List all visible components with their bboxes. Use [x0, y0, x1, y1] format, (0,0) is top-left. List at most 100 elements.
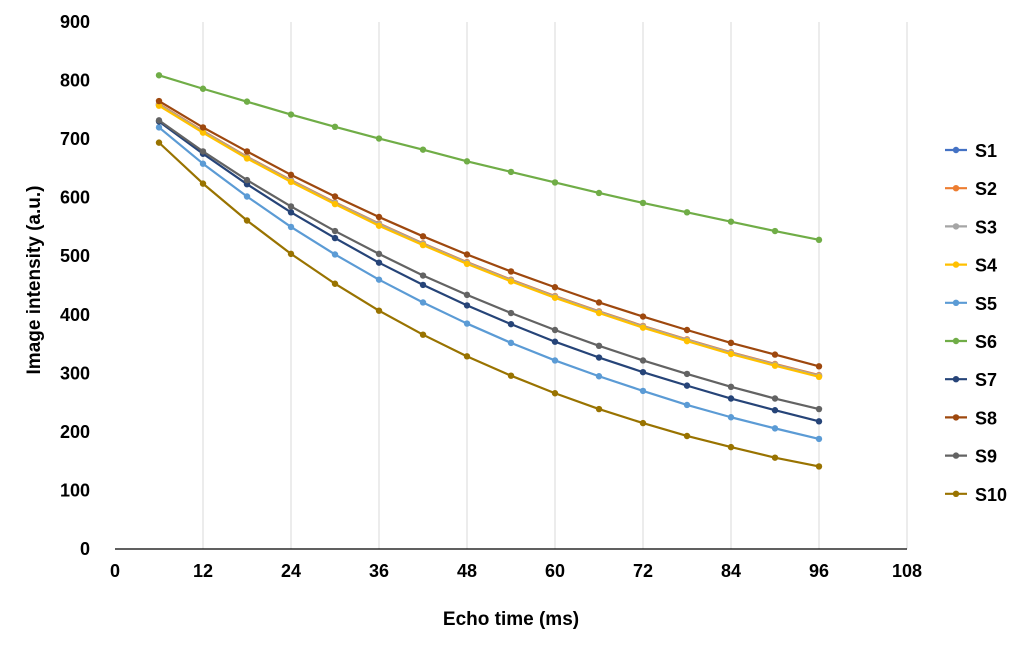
data-point [199, 160, 207, 167]
data-point [155, 139, 163, 146]
legend-item-s2: S2 [945, 179, 997, 199]
data-point [331, 280, 339, 287]
series-line [158, 104, 820, 378]
data-point [199, 129, 207, 136]
data-point [727, 218, 735, 225]
data-point [771, 227, 779, 235]
data-point [683, 370, 691, 378]
data-point [727, 350, 735, 358]
legend-item-s7: S7 [945, 370, 997, 390]
data-point [507, 309, 515, 317]
x-tick-label: 108 [892, 561, 922, 581]
data-point [639, 199, 647, 207]
data-point [639, 324, 647, 331]
legend-item-s1: S1 [945, 141, 997, 161]
data-point [331, 251, 339, 258]
legend-marker [952, 185, 960, 192]
data-point [287, 203, 295, 210]
data-point [507, 372, 515, 379]
data-point [507, 339, 515, 347]
data-point [595, 189, 603, 197]
data-point [155, 124, 163, 131]
data-point [287, 209, 295, 216]
data-point [507, 168, 515, 176]
legend-marker [952, 414, 960, 421]
data-point [683, 337, 691, 345]
data-point [375, 259, 383, 266]
data-point [287, 171, 295, 179]
legend-label: S3 [975, 217, 997, 237]
data-point [595, 299, 603, 306]
data-point [155, 102, 163, 109]
series-s10 [155, 139, 823, 470]
legend-label: S6 [975, 332, 997, 352]
y-tick-label: 400 [60, 305, 90, 325]
series [155, 72, 823, 470]
data-point [815, 236, 823, 244]
series-s3 [155, 101, 823, 379]
data-point [243, 217, 251, 224]
legend-marker [952, 337, 960, 345]
data-point [243, 98, 251, 105]
data-point [243, 155, 251, 162]
data-point [199, 148, 207, 155]
series-line [158, 119, 820, 411]
data-point [551, 294, 559, 301]
data-point [771, 425, 779, 432]
x-tick-label: 24 [281, 561, 301, 581]
x-tick-label: 12 [193, 561, 213, 581]
data-point [683, 382, 691, 389]
data-point [727, 383, 735, 391]
series-s9 [155, 117, 823, 413]
legend-marker [952, 376, 960, 383]
data-point [551, 326, 559, 334]
x-tick-label: 36 [369, 561, 389, 581]
data-point [815, 435, 823, 443]
data-point [287, 178, 295, 186]
series-line [158, 103, 820, 377]
series-line [158, 74, 820, 241]
series-line [158, 141, 820, 468]
x-tick-label: 96 [809, 561, 829, 581]
y-tick-label: 0 [80, 539, 90, 559]
data-point [639, 313, 647, 320]
data-point [419, 299, 427, 306]
data-point [683, 326, 691, 334]
data-point [771, 407, 779, 414]
legend-label: S1 [975, 141, 997, 161]
series-line [158, 100, 820, 368]
data-point [815, 363, 823, 370]
series-line [158, 120, 820, 423]
data-point [287, 250, 295, 258]
y-tick-label: 800 [60, 71, 90, 91]
series-s7 [155, 118, 823, 425]
legend-item-s4: S4 [945, 256, 997, 276]
data-point [463, 291, 471, 299]
data-point [551, 357, 559, 364]
series-s6 [155, 72, 823, 244]
legend-label: S2 [975, 179, 997, 199]
legend-item-s3: S3 [945, 217, 997, 237]
data-point [287, 111, 295, 118]
series-s8 [155, 97, 823, 370]
data-point [287, 223, 295, 231]
data-point [639, 419, 647, 427]
data-point [595, 342, 603, 350]
y-tick-label: 100 [60, 480, 90, 500]
y-tick-label: 500 [60, 246, 90, 266]
data-point [551, 284, 559, 291]
series-s1 [155, 101, 823, 380]
legend-marker [952, 452, 960, 459]
data-point [331, 234, 339, 242]
data-point [463, 251, 471, 258]
data-point [243, 148, 251, 155]
legend-marker [952, 299, 960, 306]
data-point [771, 351, 779, 358]
y-tick-label: 300 [60, 363, 90, 383]
legend-label: S7 [975, 370, 997, 390]
data-point [727, 414, 735, 421]
legend-label: S5 [975, 294, 997, 314]
data-point [683, 401, 691, 409]
y-tick-label: 600 [60, 188, 90, 208]
